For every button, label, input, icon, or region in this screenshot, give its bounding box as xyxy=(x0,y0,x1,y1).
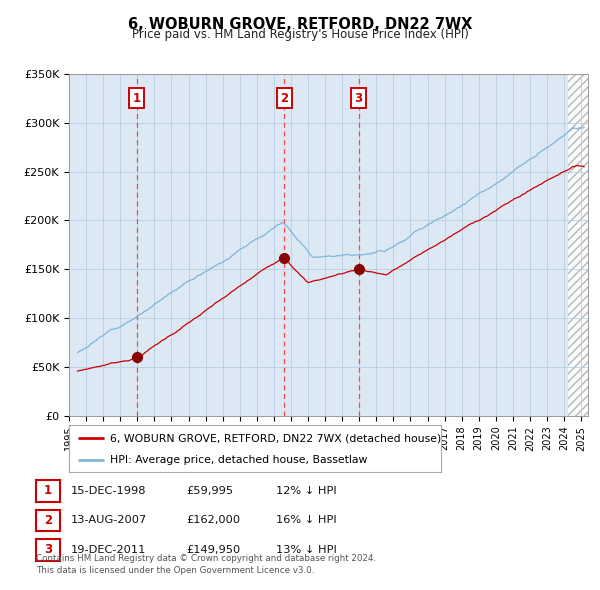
Text: 19-DEC-2011: 19-DEC-2011 xyxy=(71,545,146,555)
Text: 1: 1 xyxy=(44,484,52,497)
Text: 6, WOBURN GROVE, RETFORD, DN22 7WX: 6, WOBURN GROVE, RETFORD, DN22 7WX xyxy=(128,17,472,31)
Text: 3: 3 xyxy=(44,543,52,556)
Text: Price paid vs. HM Land Registry's House Price Index (HPI): Price paid vs. HM Land Registry's House … xyxy=(131,28,469,41)
Text: 13-AUG-2007: 13-AUG-2007 xyxy=(71,516,147,525)
Text: 3: 3 xyxy=(355,91,362,104)
Text: £59,995: £59,995 xyxy=(186,486,233,496)
Text: 12% ↓ HPI: 12% ↓ HPI xyxy=(276,486,337,496)
Text: 6, WOBURN GROVE, RETFORD, DN22 7WX (detached house): 6, WOBURN GROVE, RETFORD, DN22 7WX (deta… xyxy=(110,433,441,443)
Text: £149,950: £149,950 xyxy=(186,545,240,555)
Text: 2: 2 xyxy=(44,514,52,527)
Text: 13% ↓ HPI: 13% ↓ HPI xyxy=(276,545,337,555)
Text: £162,000: £162,000 xyxy=(186,516,240,525)
Polygon shape xyxy=(568,74,588,416)
Text: 15-DEC-1998: 15-DEC-1998 xyxy=(71,486,146,496)
Text: 16% ↓ HPI: 16% ↓ HPI xyxy=(276,516,337,525)
Text: 2: 2 xyxy=(280,91,289,104)
Text: HPI: Average price, detached house, Bassetlaw: HPI: Average price, detached house, Bass… xyxy=(110,455,367,465)
Text: 1: 1 xyxy=(133,91,140,104)
Text: Contains HM Land Registry data © Crown copyright and database right 2024.
This d: Contains HM Land Registry data © Crown c… xyxy=(36,555,376,575)
